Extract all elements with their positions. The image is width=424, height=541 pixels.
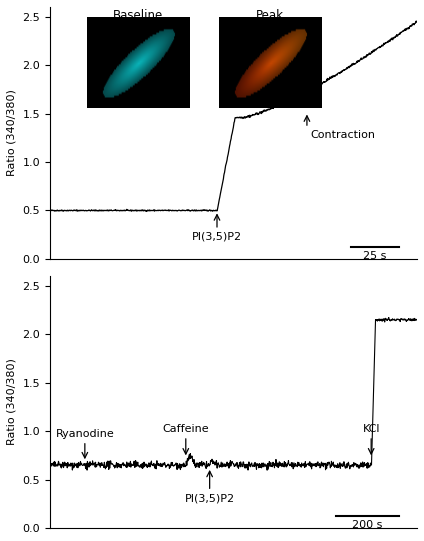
Text: 25 s: 25 s — [363, 251, 387, 261]
Text: KCl: KCl — [363, 424, 380, 434]
Text: Contraction: Contraction — [311, 130, 376, 140]
Text: Caffeine: Caffeine — [162, 424, 209, 434]
Text: Ryanodine: Ryanodine — [56, 429, 114, 439]
Text: 200 s: 200 s — [352, 520, 383, 530]
Text: Baseline: Baseline — [113, 9, 163, 23]
Y-axis label: Ratio (340/380): Ratio (340/380) — [7, 359, 17, 445]
Text: PI(3,5)P2: PI(3,5)P2 — [192, 232, 242, 242]
Text: PI(3,5)P2: PI(3,5)P2 — [184, 493, 235, 503]
Text: Peak: Peak — [256, 9, 284, 23]
Y-axis label: Ratio (340/380): Ratio (340/380) — [7, 89, 17, 176]
